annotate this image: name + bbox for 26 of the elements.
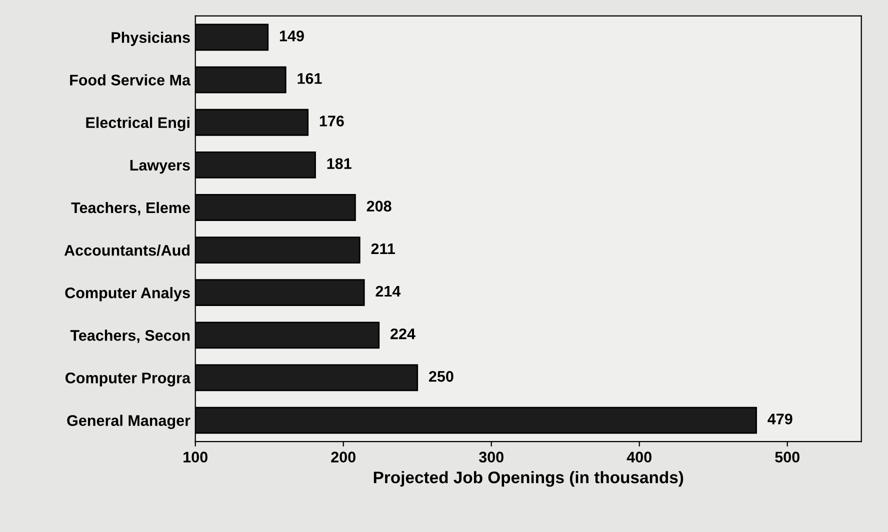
- data-label: 208: [366, 200, 392, 212]
- x-tick-label: 100: [184, 452, 208, 463]
- x-tick-label: 500: [775, 452, 800, 463]
- y-tick-label: Lawyers: [130, 160, 190, 174]
- data-label: 181: [327, 158, 352, 170]
- y-tick-label: Computer Analys: [65, 287, 190, 302]
- y-tick-label: Electrical Engi: [86, 116, 190, 132]
- y-tick-label: Teachers, Eleme: [71, 202, 190, 216]
- y-tick-label: Food Service Ma: [70, 74, 191, 86]
- x-tick-label: 400: [626, 452, 652, 463]
- data-label: 479: [768, 414, 792, 424]
- data-label: 224: [390, 328, 416, 340]
- data-label: 214: [376, 286, 401, 297]
- data-label: 211: [371, 243, 395, 254]
- data-label: 161: [298, 73, 322, 84]
- y-tick-label: General Manager: [67, 414, 190, 430]
- y-tick-label: Teachers, Secon: [70, 330, 190, 344]
- y-tick-label: Accountants/Aud: [64, 244, 190, 256]
- x-axis-title: Projected Job Openings (in thousands): [374, 471, 684, 487]
- y-tick-label: Computer Progra: [66, 372, 191, 386]
- y-tick-label: Physicians: [112, 32, 190, 46]
- data-label: 250: [429, 371, 454, 382]
- x-tick-label: 200: [331, 452, 356, 463]
- x-tick-label: 300: [478, 452, 504, 463]
- data-label: 176: [320, 116, 344, 126]
- data-label: 149: [280, 30, 304, 42]
